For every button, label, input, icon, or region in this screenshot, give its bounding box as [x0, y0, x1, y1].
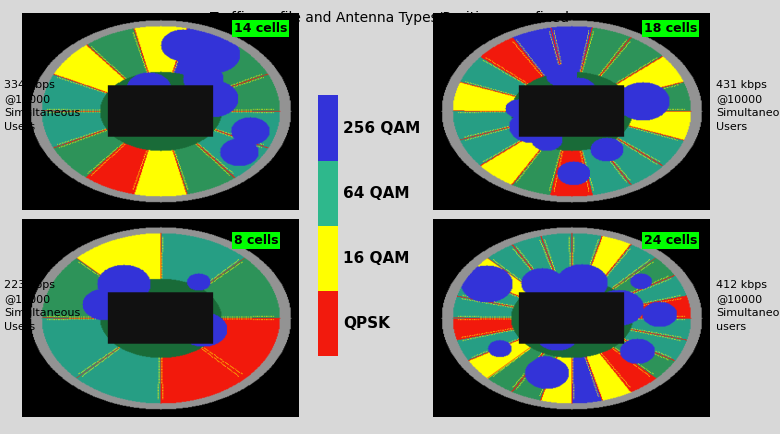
- Text: 334 kbps
@10000
Simultaneous
Users: 334 kbps @10000 Simultaneous Users: [4, 80, 80, 132]
- Text: 412 kbps
@10000
Simultaneous
users: 412 kbps @10000 Simultaneous users: [716, 280, 780, 332]
- Bar: [318, 161, 338, 226]
- Text: 16 QAM: 16 QAM: [343, 251, 410, 266]
- Text: 256 QAM: 256 QAM: [343, 121, 420, 135]
- Text: 64 QAM: 64 QAM: [343, 186, 410, 201]
- Text: Traffic profile and Antenna Types/Positions are fixed: Traffic profile and Antenna Types/Positi…: [211, 11, 569, 25]
- Text: 24 cells: 24 cells: [644, 234, 697, 247]
- Text: 14 cells: 14 cells: [234, 22, 287, 35]
- Text: 223 kbps
@10000
Simultaneous
Users: 223 kbps @10000 Simultaneous Users: [4, 280, 80, 332]
- Bar: [318, 95, 338, 161]
- Bar: [318, 291, 338, 356]
- Text: 18 cells: 18 cells: [644, 22, 697, 35]
- Bar: [318, 226, 338, 291]
- Text: 8 cells: 8 cells: [234, 234, 278, 247]
- Text: 431 kbps
@10000
Simultaneous
Users: 431 kbps @10000 Simultaneous Users: [716, 80, 780, 132]
- Text: QPSK: QPSK: [343, 316, 390, 331]
